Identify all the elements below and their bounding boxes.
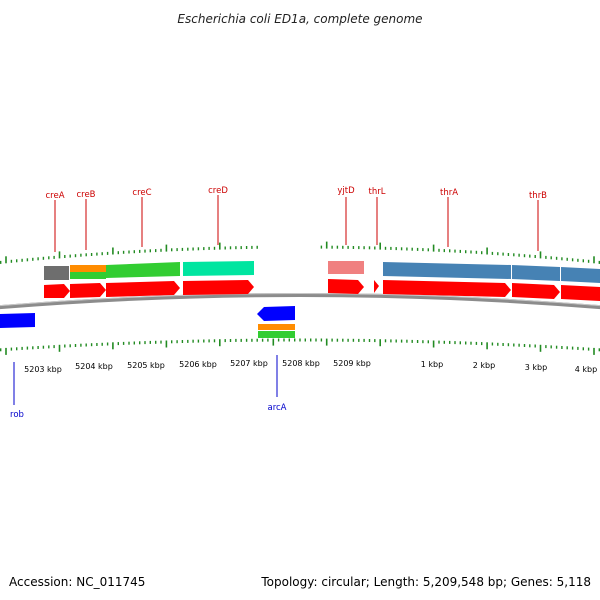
cds-rob <box>0 313 35 328</box>
cds-reverse-track <box>0 306 295 328</box>
scale-label-5206: 5206 kbp <box>179 360 217 369</box>
cog-feature-green <box>106 262 180 278</box>
cog-feature-gray <box>44 266 69 280</box>
top-tick-ring <box>0 241 600 264</box>
cds-forward-track <box>44 279 600 301</box>
cds-thrC <box>561 285 600 301</box>
scale-label-5203: 5203 kbp <box>24 365 62 374</box>
gene-labels: creA creB creC creD yjtD thrL thrA thrB … <box>10 186 547 420</box>
gene-label-yjtD: yjtD <box>337 186 355 196</box>
gene-label-creC: creC <box>132 188 151 198</box>
genome-backbone <box>0 293 600 310</box>
cds-thrB <box>512 283 560 299</box>
scale-label-5205: 5205 kbp <box>127 361 165 370</box>
gene-label-creA: creA <box>45 191 64 201</box>
gene-label-rob: rob <box>10 410 24 420</box>
gene-label-thrB: thrB <box>529 191 547 201</box>
cog-feature-track <box>44 261 600 338</box>
bottom-tick-ring <box>0 338 600 355</box>
cog-feature-pink <box>328 261 364 274</box>
scale-label-5208: 5208 kbp <box>282 359 320 368</box>
scale-label-5209: 5209 kbp <box>333 359 371 368</box>
cds-arcA <box>257 306 295 321</box>
cog-feature-orange-arcA <box>258 324 295 330</box>
cds-creC <box>106 281 180 297</box>
accession-text: Accession: NC_011745 <box>9 575 145 589</box>
cds-thrL <box>374 280 379 293</box>
cog-feature-orange <box>70 265 106 272</box>
cds-thrA <box>383 280 511 297</box>
scale-label-2kbp: 2 kbp <box>473 361 495 370</box>
gene-label-creB: creB <box>76 190 95 200</box>
summary-text: Topology: circular; Length: 5,209,548 bp… <box>260 575 591 589</box>
genome-backbone-highlight <box>0 293 600 307</box>
gene-label-thrL: thrL <box>369 187 386 197</box>
scale-label-1kbp: 1 kbp <box>421 360 443 369</box>
cds-creD <box>183 280 254 295</box>
gene-label-thrA: thrA <box>440 188 458 198</box>
cds-creA <box>44 284 70 298</box>
gene-label-creD: creD <box>208 186 228 196</box>
gene-label-lines <box>13 195 539 405</box>
gene-label-arcA: arcA <box>267 403 286 413</box>
scale-labels: 5203 kbp 5204 kbp 5205 kbp 5206 kbp 5207… <box>24 359 597 374</box>
cog-feature-steelblue-thrB <box>512 265 560 281</box>
cog-feature-steelblue-thrA <box>383 262 511 279</box>
scale-label-4kbp: 4 kbp <box>575 365 597 374</box>
cog-feature-steelblue-thrC <box>561 267 600 283</box>
cds-creB <box>70 283 106 298</box>
map-title: Escherichia coli ED1a, complete genome <box>177 12 422 26</box>
cog-feature-teal <box>183 261 254 276</box>
cds-yjtD <box>328 279 364 294</box>
scale-label-3kbp: 3 kbp <box>525 363 547 372</box>
cog-feature-green-small <box>70 272 106 279</box>
scale-label-5204: 5204 kbp <box>75 362 113 371</box>
cog-feature-green-arcA <box>258 331 295 338</box>
scale-label-5207: 5207 kbp <box>230 359 268 368</box>
